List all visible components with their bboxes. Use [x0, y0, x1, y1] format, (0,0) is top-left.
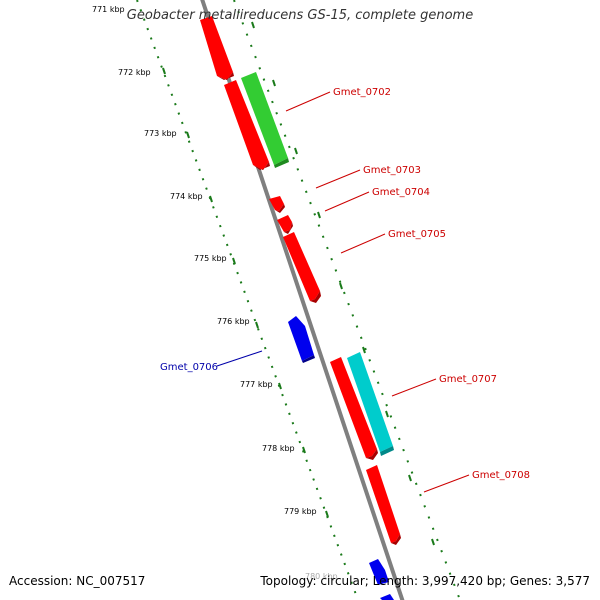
tick-label: 774 kbp — [170, 192, 203, 201]
gene-feature[interactable] — [200, 16, 234, 80]
gene-label[interactable]: Gmet_0706 — [160, 362, 218, 373]
label-connector — [391, 378, 437, 397]
gene-feature[interactable] — [269, 196, 285, 213]
gene-feature-blue[interactable] — [369, 559, 394, 600]
gene-feature[interactable] — [224, 80, 270, 170]
label-connector — [315, 169, 361, 189]
label-connector — [216, 350, 263, 367]
label-connector — [340, 233, 386, 254]
gene-label[interactable]: Gmet_0705 — [388, 229, 446, 240]
gene-feature[interactable] — [277, 215, 293, 234]
gene-label[interactable]: Gmet_0704 — [372, 187, 430, 198]
label-connector — [324, 191, 370, 212]
map-title: Geobacter metallireducens GS-15, complet… — [126, 8, 474, 23]
tick-label: 779 kbp — [284, 507, 317, 516]
tick-label: 778 kbp — [262, 444, 295, 453]
gene-label[interactable]: Gmet_0703 — [363, 165, 421, 176]
topology-text: Topology: circular; Length: 3,997,420 bp… — [260, 574, 590, 588]
tick-ring-outer-major — [251, 21, 435, 546]
gene-label[interactable]: Gmet_0708 — [472, 470, 530, 481]
gene-feature-cyan[interactable] — [347, 352, 394, 456]
tick-ring-inner-major — [162, 67, 329, 518]
accession-text: Accession: NC_007517 — [9, 574, 146, 588]
gene-feature[interactable] — [366, 465, 401, 545]
tick-label: 775 kbp — [194, 254, 227, 263]
gene-feature[interactable] — [330, 357, 378, 460]
tick-label: 773 kbp — [144, 129, 177, 138]
gene-feature[interactable] — [283, 232, 321, 303]
tick-label: 780 kbp — [305, 572, 338, 581]
label-connector — [423, 474, 470, 493]
gene-label[interactable]: Gmet_0702 — [333, 87, 391, 98]
tick-label: 772 kbp — [118, 68, 151, 77]
label-connector — [285, 91, 331, 112]
gene-feature-blue[interactable] — [288, 316, 315, 363]
tick-label: 776 kbp — [217, 317, 250, 326]
gene-label[interactable]: Gmet_0707 — [439, 374, 497, 385]
tick-label: 771 kbp — [92, 5, 125, 14]
tick-label: 777 kbp — [240, 380, 273, 389]
gene-feature-green[interactable] — [241, 72, 289, 168]
